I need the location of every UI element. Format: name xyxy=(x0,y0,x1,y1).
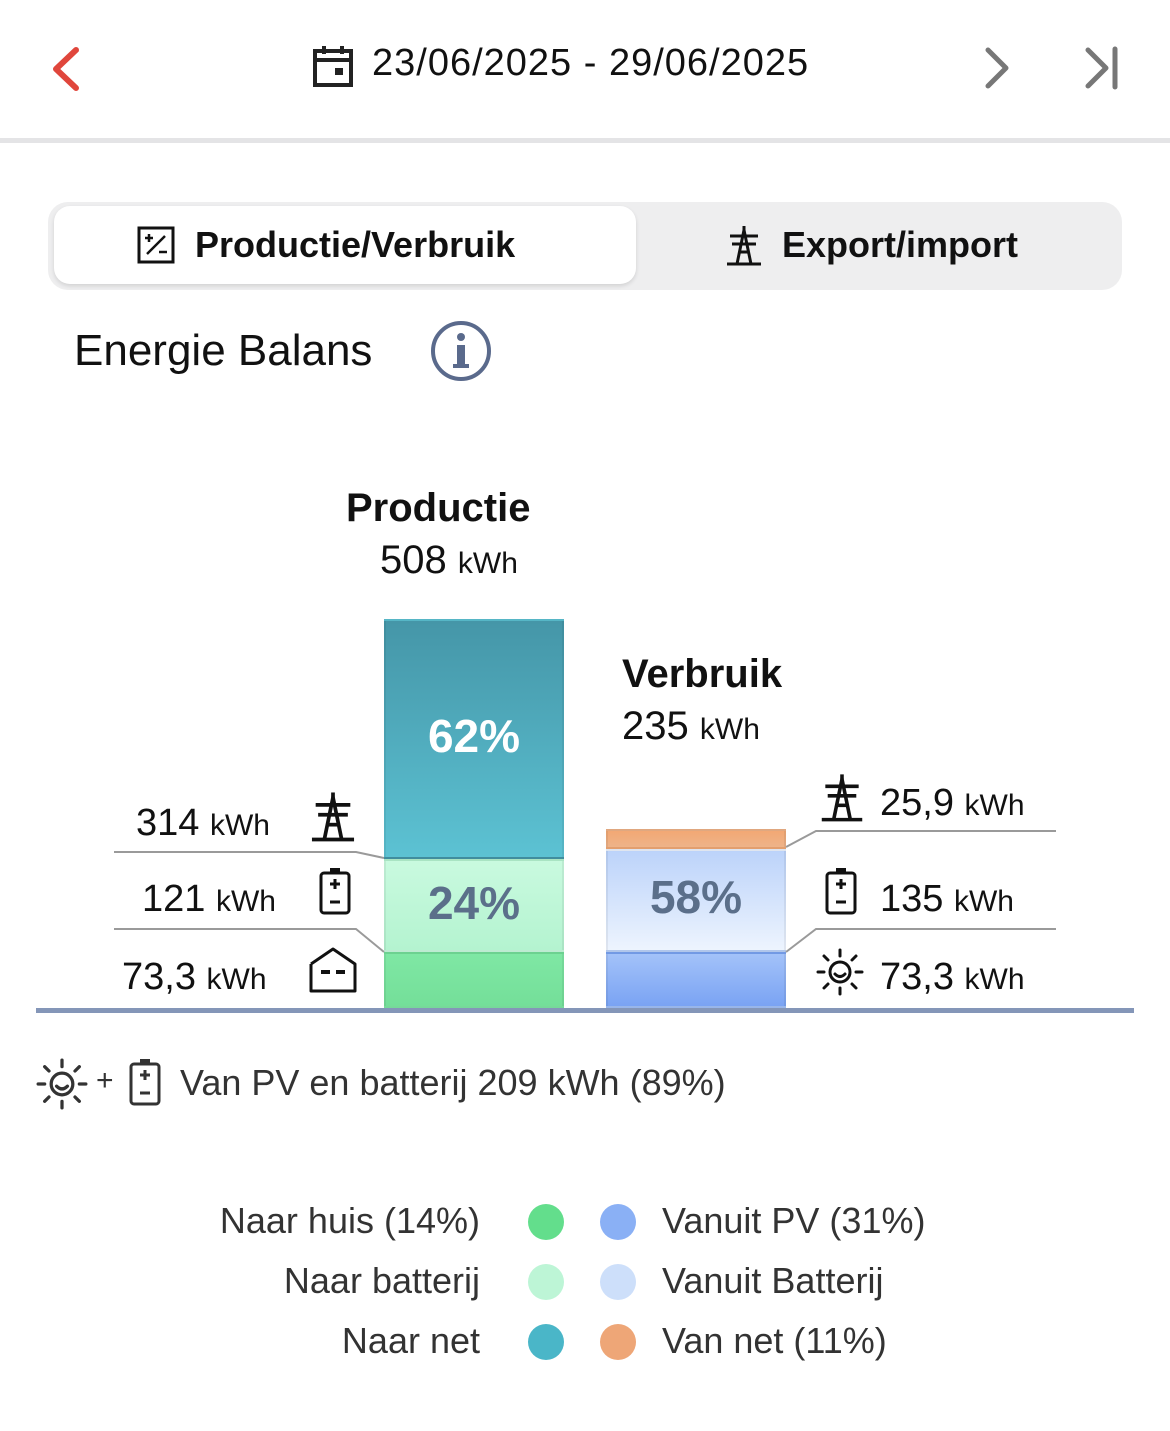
legend-label-naar-batterij: Naar batterij xyxy=(283,1260,480,1301)
bar-production-naar-huis xyxy=(384,951,564,1008)
chart-baseline xyxy=(36,1008,1134,1013)
value-naar-net: 314 kWh xyxy=(136,802,270,845)
header-divider xyxy=(0,138,1170,143)
tab-export-import-label: Export/import xyxy=(782,224,1019,265)
value-naar-huis-unit: kWh xyxy=(206,963,267,996)
value-naar-huis-number: 73,3 xyxy=(122,956,196,998)
consumption-battery-percent: 58% xyxy=(649,871,743,924)
consumption-total-unit: kWh xyxy=(699,713,760,746)
legend-label-vanuit-batterij: Vanuit Batterij xyxy=(662,1260,884,1301)
plus-sign: + xyxy=(96,1064,114,1097)
connector-grid-right xyxy=(785,830,1056,848)
production-label: Productie xyxy=(346,486,531,530)
consumption-total-value: 235 xyxy=(622,704,689,748)
consumption-total: 235 kWh xyxy=(622,704,760,749)
value-naar-net-unit: kWh xyxy=(209,809,270,842)
power-tower-icon xyxy=(727,226,761,266)
bar-consumption-vanuit-pv xyxy=(606,951,786,1008)
connector-battery-left xyxy=(114,928,385,953)
sun-icon xyxy=(816,948,864,996)
tab-export-import[interactable]: Export/import xyxy=(640,206,1116,284)
bar-production-naar-batterij xyxy=(384,859,564,952)
value-vanuit-batterij-number: 135 xyxy=(880,878,944,920)
value-naar-batterij-unit: kWh xyxy=(215,885,276,918)
value-naar-huis: 73,3 kWh xyxy=(122,956,267,999)
solar-balance-icon xyxy=(137,226,175,264)
power-tower-icon xyxy=(821,774,863,822)
production-battery-percent: 24% xyxy=(427,876,521,929)
battery-icon xyxy=(129,1059,161,1106)
production-total: 508 kWh xyxy=(380,538,518,583)
value-naar-batterij-number: 121 xyxy=(142,878,206,920)
legend-dot-naar-batterij xyxy=(528,1264,564,1300)
value-van-net-unit: kWh xyxy=(964,789,1025,822)
battery-icon xyxy=(825,868,857,915)
production-grid-percent: 62% xyxy=(427,710,521,763)
house-icon xyxy=(309,947,357,993)
tab-productie-verbruik-label: Productie/Verbruik xyxy=(195,224,516,265)
value-vanuit-pv: 73,3 kWh xyxy=(880,956,1025,999)
forward-chevron-icon[interactable] xyxy=(980,46,1012,90)
legend-label-naar-net: Naar net xyxy=(341,1320,480,1361)
value-vanuit-batterij: 135 kWh xyxy=(880,878,1014,921)
legend-label-van-net: Van net (11%) xyxy=(662,1320,887,1361)
skip-to-end-icon[interactable] xyxy=(1082,46,1122,90)
section-title: Energie Balans xyxy=(74,326,373,375)
value-vanuit-pv-number: 73,3 xyxy=(880,956,954,998)
legend-dot-naar-net xyxy=(528,1324,564,1360)
value-naar-net-number: 314 xyxy=(136,802,200,844)
date-navigation-header: 23/06/2025 - 29/06/2025 xyxy=(0,0,1170,138)
production-total-value: 508 xyxy=(380,538,447,582)
date-range[interactable]: 23/06/2025 - 29/06/2025 xyxy=(372,42,810,84)
power-tower-icon xyxy=(311,792,355,842)
legend-dot-vanuit-pv xyxy=(600,1204,636,1240)
value-van-net-number: 25,9 xyxy=(880,782,954,824)
legend-dot-vanuit-batterij xyxy=(600,1264,636,1300)
chart-connectors xyxy=(114,830,1056,953)
battery-icon xyxy=(319,868,351,915)
consumption-label: Verbruik xyxy=(622,652,783,696)
bar-production-naar-net xyxy=(384,619,564,860)
value-vanuit-batterij-unit: kWh xyxy=(953,885,1014,918)
legend: Naar huis (14%) Naar batterij Naar net V… xyxy=(0,1190,1170,1390)
legend-dot-naar-huis xyxy=(528,1204,564,1240)
legend-dot-van-net xyxy=(600,1324,636,1360)
bar-consumption-van-net xyxy=(606,828,786,849)
tab-productie-verbruik[interactable]: Productie/Verbruik xyxy=(54,206,636,284)
back-chevron-icon[interactable] xyxy=(48,46,84,92)
connector-grid-left xyxy=(114,851,385,859)
bar-consumption-vanuit-batterij xyxy=(606,848,786,952)
calendar-icon[interactable] xyxy=(312,44,354,88)
production-total-unit: kWh xyxy=(457,547,518,580)
energy-balance-chart: Productie 508 kWh Verbruik 235 kWh 24% 6… xyxy=(0,420,1170,1020)
legend-label-vanuit-pv: Vanuit PV (31%) xyxy=(662,1200,926,1241)
legend-label-naar-huis: Naar huis (14%) xyxy=(219,1200,480,1241)
sun-icon xyxy=(36,1058,88,1110)
value-vanuit-pv-unit: kWh xyxy=(964,963,1025,996)
connector-battery-right xyxy=(785,928,1056,953)
info-icon[interactable] xyxy=(430,320,492,382)
self-consumption-summary: Van PV en batterij 209 kWh (89%) xyxy=(180,1062,726,1103)
value-naar-batterij: 121 kWh xyxy=(142,878,276,921)
value-van-net: 25,9 kWh xyxy=(880,782,1025,825)
